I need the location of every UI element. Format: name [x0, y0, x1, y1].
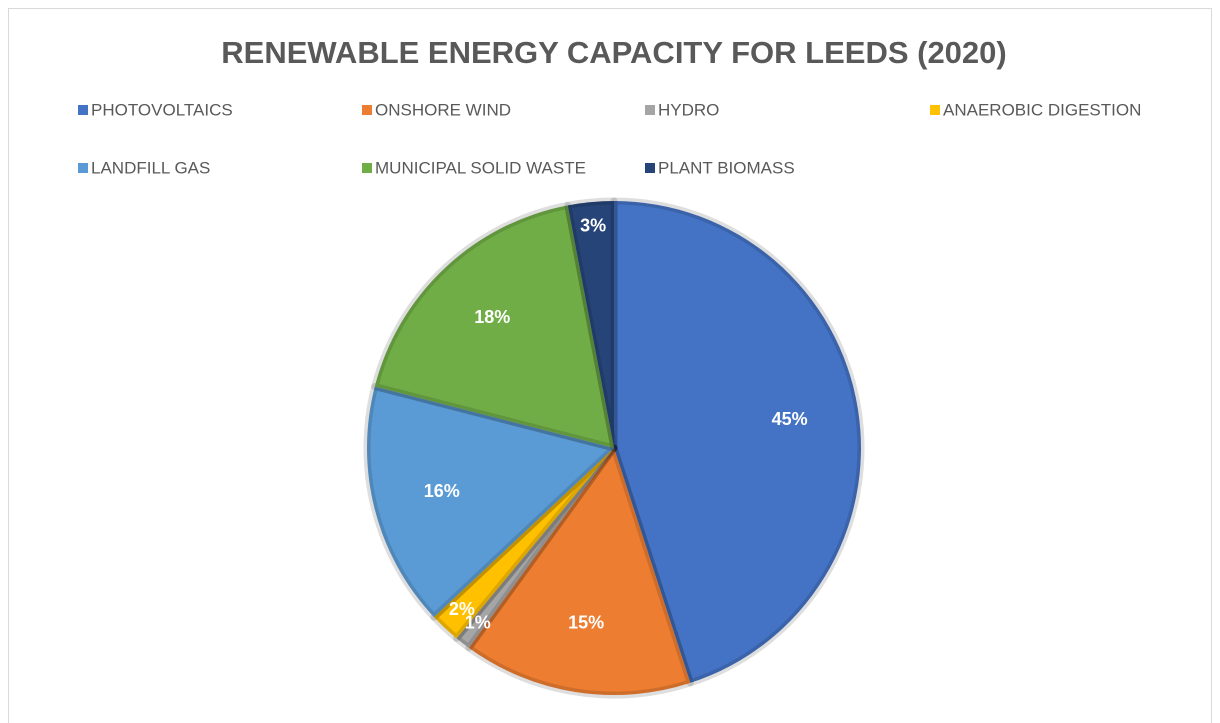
slice-edge	[465, 444, 694, 699]
data-label: 16%	[424, 481, 460, 501]
slice-edge	[430, 444, 618, 642]
data-label: 15%	[568, 612, 604, 632]
pie-slice	[433, 448, 614, 639]
data-label: 2%	[449, 599, 475, 619]
legend-label: LANDFILL GAS	[91, 158, 210, 177]
data-label: 18%	[474, 307, 510, 327]
legend-label: PLANT BIOMASS	[658, 158, 795, 177]
slice-edge	[371, 201, 618, 452]
data-label: 3%	[580, 215, 606, 235]
slice-edge	[363, 383, 618, 621]
pie-slice	[614, 201, 861, 683]
slice-edge	[453, 444, 618, 652]
legend-swatch	[645, 105, 655, 115]
legend-swatch	[362, 163, 372, 173]
legend-swatch	[78, 105, 88, 115]
legend-label: HYDRO	[658, 100, 719, 119]
pie-slice	[468, 448, 691, 695]
pie-slice	[374, 205, 614, 448]
pie-slice	[567, 201, 614, 448]
legend-label: ANAEROBIC DIGESTION	[943, 100, 1141, 119]
legend-label: ONSHORE WIND	[375, 100, 511, 119]
data-label: 45%	[772, 409, 808, 429]
legend-label: PHOTOVOLTAICS	[91, 100, 233, 119]
legend-label: MUNICIPAL SOLID WASTE	[375, 158, 586, 177]
legend-swatch	[645, 163, 655, 173]
pie-slice	[456, 448, 614, 648]
legend-swatch	[930, 105, 940, 115]
pie-slice	[367, 386, 614, 618]
chart-title: RENEWABLE ENERGY CAPACITY FOR LEEDS (202…	[221, 35, 1006, 70]
slice-edge	[564, 197, 618, 452]
legend-swatch	[78, 163, 88, 173]
legend-swatch	[362, 105, 372, 115]
slice-edge	[610, 197, 865, 687]
data-label: 1%	[465, 612, 491, 632]
